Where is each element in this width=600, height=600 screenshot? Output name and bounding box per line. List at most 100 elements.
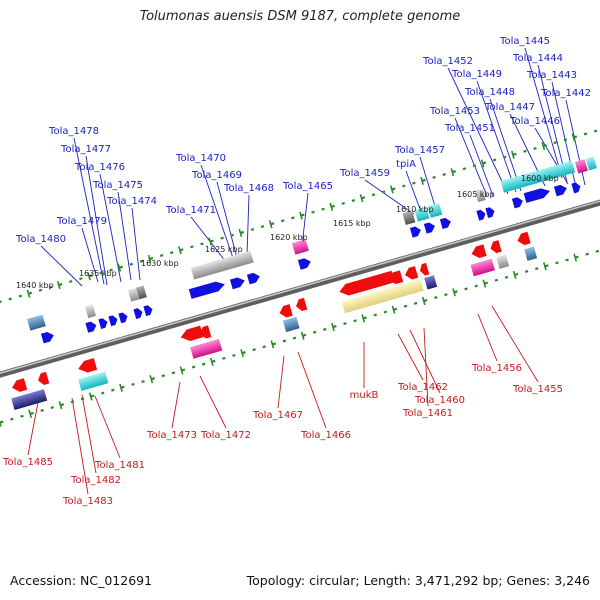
forward-gene-arrow xyxy=(571,182,581,194)
reverse-gene-label: Tola_1472 xyxy=(200,430,251,441)
backbone-highlight xyxy=(0,200,600,374)
forward-gene-label: Tola_1449 xyxy=(451,69,502,80)
scale-tick xyxy=(571,133,576,142)
reverse-gene-arrow xyxy=(38,371,50,385)
reverse-gene-tile xyxy=(424,275,438,290)
reverse-gene-label: Tola_1461 xyxy=(402,408,453,419)
forward-gene-leader xyxy=(301,192,309,247)
scale-mark-label: 1615 kbp xyxy=(333,219,371,228)
forward-gene-arrow-arrow xyxy=(476,209,486,221)
scale-tick xyxy=(480,159,485,168)
lower-scale-dot xyxy=(141,380,145,383)
reverse-gene-leader xyxy=(71,397,89,495)
forward-gene-tile xyxy=(127,287,139,302)
upper-scale-dot xyxy=(472,164,477,168)
forward-gene-tile xyxy=(585,156,597,171)
forward-gene-arrow-arrow xyxy=(98,318,108,330)
scale-tick xyxy=(421,296,426,306)
forward-gene-label: Tola_1443 xyxy=(526,70,577,81)
forward-gene-leader xyxy=(364,179,415,215)
lower-scale-dot xyxy=(464,287,468,291)
genome-summary-text: Topology: circular; Length: 3,471,292 bp… xyxy=(246,573,590,588)
scale-tick xyxy=(179,366,184,375)
scale-tick xyxy=(88,392,93,401)
upper-scale-dot xyxy=(482,161,487,165)
reverse-gene-tile-box xyxy=(190,338,223,359)
upper-scale-dot xyxy=(462,167,467,171)
lower-scale-dot xyxy=(242,351,246,355)
scale-tick xyxy=(391,305,396,314)
forward-gene-label: Tola_1476 xyxy=(74,162,125,173)
lower-scale-dot xyxy=(454,290,458,294)
upper-scale-dot xyxy=(371,193,376,197)
forward-gene-label: Tola_1468 xyxy=(223,183,274,194)
forward-gene-arrow xyxy=(485,207,495,219)
upper-scale-dot xyxy=(240,230,245,234)
forward-gene-tile-box xyxy=(27,314,46,331)
lower-scale-dot xyxy=(30,411,34,415)
forward-gene-arrow xyxy=(40,331,54,344)
lower-scale-dot xyxy=(343,322,347,326)
upper-scale-dot xyxy=(139,259,144,263)
reverse-gene-arrow-arrow xyxy=(405,266,419,280)
forward-gene-arrow xyxy=(553,184,567,197)
lower-scale-dot xyxy=(80,397,85,401)
upper-scale-dot xyxy=(48,285,53,289)
forward-gene-arrow-arrow xyxy=(571,182,581,194)
forward-gene-leader xyxy=(117,191,132,281)
accession-text: Accession: NC_012691 xyxy=(10,573,153,588)
forward-gene-arrow xyxy=(476,209,486,221)
lower-scale-dot xyxy=(403,304,408,308)
forward-gene-leader xyxy=(131,207,141,281)
forward-gene-leader xyxy=(190,216,227,263)
lower-scale-dot xyxy=(494,278,499,282)
scale-tick xyxy=(420,176,424,185)
forward-gene-label: Tola_1479 xyxy=(56,216,107,227)
lower-scale-dot xyxy=(292,336,297,340)
reverse-gene-tile xyxy=(341,279,424,314)
forward-gene-arrow xyxy=(423,222,435,234)
upper-scale-dot xyxy=(361,196,366,200)
lower-scale-dot xyxy=(524,270,529,273)
forward-gene-arrow-arrow xyxy=(188,281,225,299)
lower-scale-dot xyxy=(333,325,337,328)
forward-gene-label: Tola_1469 xyxy=(191,170,242,181)
forward-gene-arrow xyxy=(85,321,97,333)
upper-scale-dot xyxy=(553,141,557,145)
upper-scale-dot xyxy=(69,280,73,284)
reverse-gene-tile xyxy=(78,371,109,391)
forward-gene-tile-box xyxy=(427,202,443,218)
reverse-gene-label: Tola_1466 xyxy=(300,430,351,441)
reverse-gene-arrow xyxy=(419,262,430,276)
forward-gene-tile xyxy=(427,202,443,218)
upper-scale-dot xyxy=(0,300,2,303)
forward-gene-tile-box xyxy=(500,160,576,193)
reverse-gene-tile xyxy=(470,258,495,277)
forward-gene-arrow-arrow xyxy=(553,184,567,197)
forward-gene-tile-box xyxy=(402,210,416,226)
scale-tick xyxy=(482,279,487,288)
lower-scale-dot xyxy=(282,339,287,343)
reverse-gene-label: Tola_1473 xyxy=(146,430,197,441)
lower-scale-dot xyxy=(484,281,489,285)
upper-scale-dot xyxy=(402,184,406,188)
forward-gene-leader xyxy=(537,64,568,183)
forward-gene-label: Tola_1453 xyxy=(429,106,480,117)
forward-gene-tile-box xyxy=(414,206,430,222)
scale-tick xyxy=(543,262,547,271)
reverse-gene-arrow xyxy=(200,325,212,339)
upper-scale-dot xyxy=(391,187,396,191)
forward-gene-arrow xyxy=(98,318,108,330)
forward-gene-tile-box xyxy=(190,250,254,280)
forward-gene-tile xyxy=(292,239,309,255)
reverse-gene-arrow xyxy=(490,240,502,254)
reverse-gene-tile-box xyxy=(341,279,424,314)
upper-scale-dot xyxy=(250,227,255,231)
scale-tick xyxy=(268,220,273,229)
upper-scale-dot xyxy=(422,178,426,182)
upper-scale-dot xyxy=(260,225,265,229)
lower-scale-dot xyxy=(555,261,559,265)
forward-gene-label: Tola_1448 xyxy=(464,87,515,98)
upper-scale-dot xyxy=(432,175,436,179)
